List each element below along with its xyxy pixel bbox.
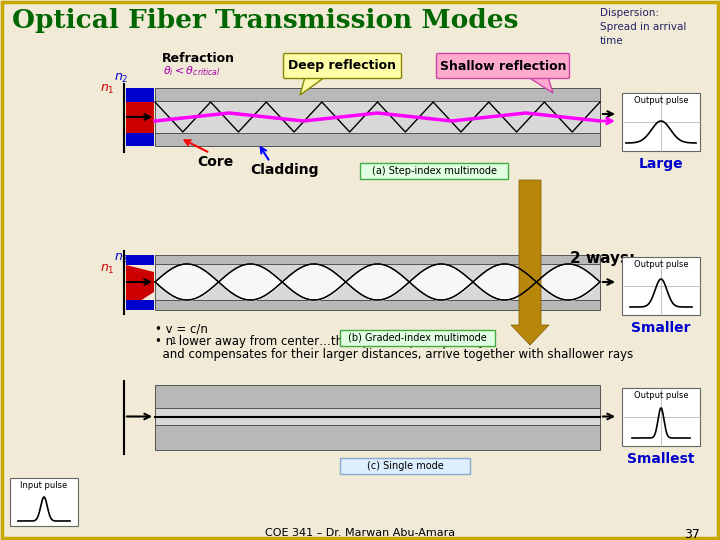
Text: Optical Fiber Transmission Modes: Optical Fiber Transmission Modes xyxy=(12,8,518,33)
Bar xyxy=(155,101,600,133)
Text: Output pulse: Output pulse xyxy=(634,96,688,105)
Text: $n_1$: $n_1$ xyxy=(100,263,114,276)
Text: 2 ways:: 2 ways: xyxy=(570,251,635,266)
Bar xyxy=(126,133,154,146)
Polygon shape xyxy=(528,77,553,93)
Text: Deep reflection: Deep reflection xyxy=(289,59,397,72)
Text: $n_1$: $n_1$ xyxy=(100,83,114,96)
Bar xyxy=(126,255,154,265)
Bar xyxy=(155,264,600,300)
Bar xyxy=(155,88,600,101)
Text: (a) Step-index multimode: (a) Step-index multimode xyxy=(372,166,497,176)
Bar xyxy=(340,458,470,474)
Bar xyxy=(126,102,154,133)
Bar xyxy=(155,425,600,450)
Text: (c) Single mode: (c) Single mode xyxy=(366,461,444,471)
Bar xyxy=(126,300,154,310)
Bar xyxy=(340,330,495,346)
Text: $\theta_i < \theta_{critical}$: $\theta_i < \theta_{critical}$ xyxy=(163,64,221,78)
FancyBboxPatch shape xyxy=(436,53,570,78)
Bar xyxy=(622,388,700,446)
Bar xyxy=(155,133,600,146)
Polygon shape xyxy=(300,77,325,95)
Polygon shape xyxy=(126,265,154,310)
Text: • v = c/n: • v = c/n xyxy=(155,322,208,335)
Text: Dispersion:
Spread in arrival
time: Dispersion: Spread in arrival time xyxy=(600,8,686,46)
Text: Refraction: Refraction xyxy=(162,52,235,65)
FancyBboxPatch shape xyxy=(284,53,402,78)
Bar xyxy=(155,408,600,425)
Bar xyxy=(155,300,600,310)
FancyArrow shape xyxy=(511,180,549,345)
Text: Large: Large xyxy=(639,157,683,171)
Bar xyxy=(622,93,700,151)
Bar xyxy=(155,255,600,264)
Bar xyxy=(622,257,700,315)
Text: 37: 37 xyxy=(684,528,700,540)
Text: Core: Core xyxy=(197,155,233,169)
Text: and compensates for their larger distances, arrive together with shallower rays: and compensates for their larger distanc… xyxy=(155,348,634,361)
Text: $n_2$: $n_2$ xyxy=(114,72,129,85)
Text: Smaller: Smaller xyxy=(631,321,690,335)
Text: lower away from center…this speeds up deeper rays: lower away from center…this speeds up de… xyxy=(175,335,492,348)
Text: COE 341 – Dr. Marwan Abu-Amara: COE 341 – Dr. Marwan Abu-Amara xyxy=(265,528,455,538)
Bar xyxy=(360,163,508,179)
Text: 1: 1 xyxy=(171,337,176,346)
Text: $n_2$: $n_2$ xyxy=(114,252,129,265)
Text: (b) Graded-index multimode: (b) Graded-index multimode xyxy=(348,333,487,343)
Bar xyxy=(10,478,78,526)
Text: Shallow reflection: Shallow reflection xyxy=(440,59,566,72)
Text: Input pulse: Input pulse xyxy=(20,481,68,490)
Text: Output pulse: Output pulse xyxy=(634,260,688,269)
Bar xyxy=(155,385,600,408)
Text: Smallest: Smallest xyxy=(627,452,695,466)
Text: Cladding: Cladding xyxy=(250,163,318,177)
Text: Output pulse: Output pulse xyxy=(634,391,688,400)
Bar xyxy=(126,88,154,102)
Text: • n: • n xyxy=(155,335,173,348)
